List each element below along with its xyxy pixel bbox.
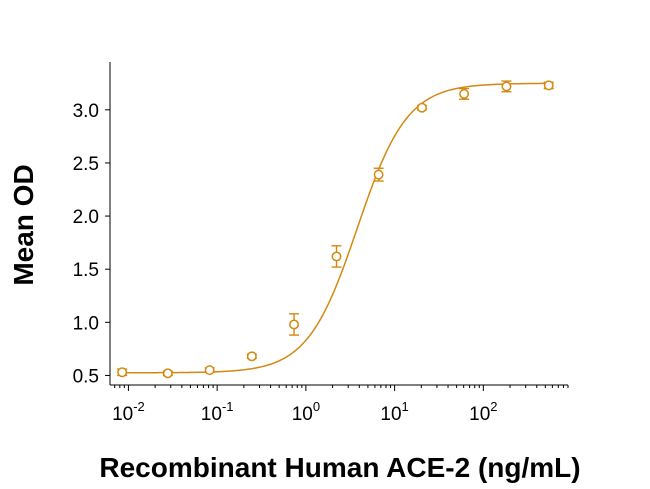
data-points [117,80,554,379]
data-point [501,80,512,93]
y-tick-label: 2.0 [73,207,99,228]
x-tick-label: 102 [469,399,497,425]
x-tick-label: 100 [292,399,320,425]
y-tick-label: 1.0 [73,313,99,334]
data-point [246,351,257,362]
point-marker [204,365,215,376]
x-tick-label: 10-2 [112,399,145,425]
point-marker [246,351,257,362]
data-point [459,87,470,100]
data-point [289,313,300,336]
data-point [416,102,427,113]
x-tick-label: 101 [380,399,408,425]
point-marker [501,81,512,92]
y-tick-label: 1.5 [73,260,99,281]
point-marker [117,367,128,378]
y-axis-ticks: 0.5 1.0 1.5 2.0 2.5 3.0 [73,101,110,387]
point-marker [459,88,470,99]
data-point [543,80,554,91]
axes: 0.5 1.0 1.5 2.0 2.5 3.0 10-2 10-1 100 101 102 [73,62,569,425]
data-point [204,365,215,376]
data-point [331,245,342,268]
y-tick-label: 0.5 [73,366,99,387]
y-tick-label: 3.0 [73,101,99,122]
x-axis-title: Recombinant Human ACE-2 (ng/mL) [99,452,580,483]
point-marker [543,80,554,91]
y-tick-label: 2.5 [73,154,99,175]
point-marker [373,169,384,180]
fit-curve-line [122,82,549,374]
point-marker [331,251,342,262]
data-point [162,368,173,379]
x-tick-label: 10-1 [201,399,234,425]
data-point [373,167,384,182]
data-point [117,367,128,378]
point-marker [162,368,173,379]
y-axis-title: Mean OD [8,164,39,285]
point-marker [417,102,427,113]
x-axis-ticks: 10-2 10-1 100 101 102 [112,385,569,425]
point-marker [289,319,299,330]
